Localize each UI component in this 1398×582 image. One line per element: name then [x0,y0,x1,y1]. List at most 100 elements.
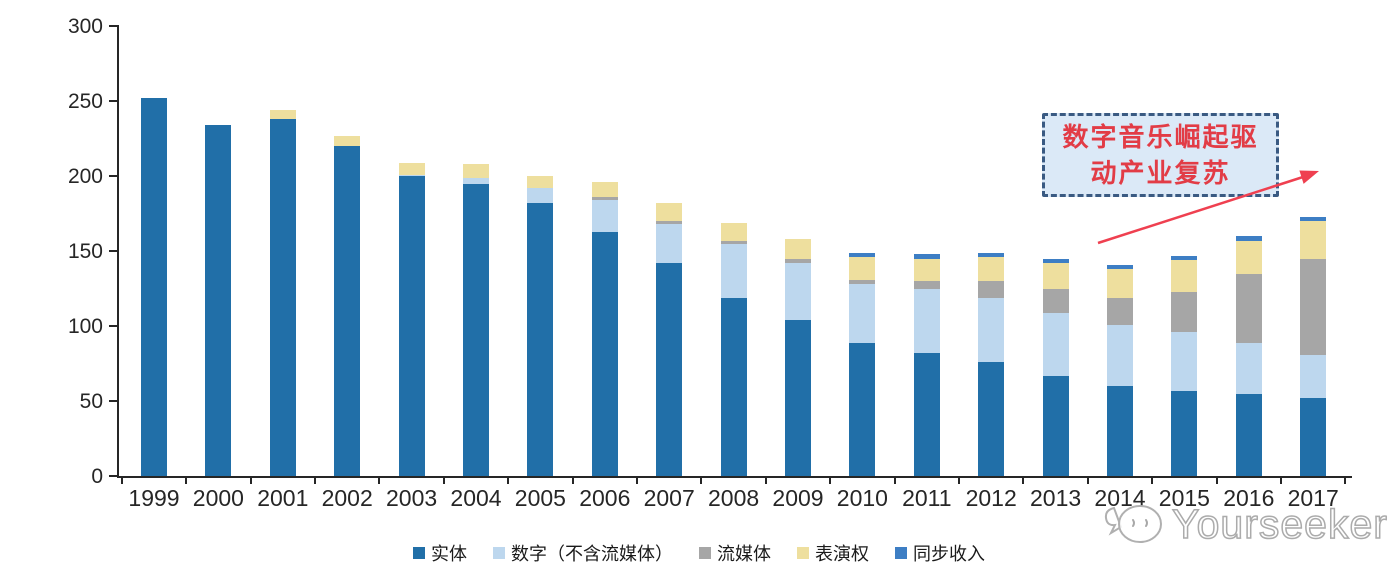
x-axis-tick [636,477,638,484]
bar-2015-segment-performance-rights [1171,260,1198,292]
legend-item-digital-excl-streaming: 数字（不含流媒体） [493,540,673,566]
bar-2007 [656,203,683,476]
bar-2015-segment-digital-excl-streaming [1171,332,1198,391]
bar-2003 [398,162,425,476]
x-axis-label-2008: 2008 [708,485,760,511]
y-axis-tick [109,250,117,252]
bar-2017-segment-streaming [1300,258,1327,355]
x-axis-tick [571,477,574,484]
bar-2013 [1042,258,1069,476]
bar-2005-segment-digital-excl-streaming [527,188,554,203]
x-axis-label-2001: 2001 [257,485,309,511]
x-axis-label-2017: 2017 [1287,485,1339,511]
bar-2012-segment-sync-revenue [978,252,1005,257]
bar-2017-segment-physical [1300,398,1327,476]
bar-2013-segment-physical [1042,375,1069,476]
bar-2011-segment-streaming [913,281,940,289]
bar-2008-segment-performance-rights [720,222,747,241]
x-axis-tick [764,477,767,484]
bar-2000-segment-physical [205,125,232,476]
bar-2008 [720,222,747,476]
annotation-callout: 数字音乐崛起驱 动产业复苏 [1042,113,1279,197]
bar-2010-segment-streaming [849,279,876,284]
y-axis-label-300: 300 [67,15,103,38]
bar-2009-segment-performance-rights [785,239,811,259]
watermark: Yourseeker [1100,498,1388,550]
bar-2011-segment-performance-rights [913,258,940,281]
legend-item-streaming: 流媒体 [699,540,771,566]
y-axis-label-0: 0 [91,465,103,488]
x-axis-line [117,476,1352,478]
x-axis-tick [249,477,252,484]
bar-2017-segment-sync-revenue [1300,216,1327,221]
x-axis-tick [507,477,510,484]
bar-2002-segment-physical [334,146,361,476]
bar-2006-segment-physical [591,231,618,476]
bar-2014 [1107,264,1133,476]
bar-2006 [591,182,618,476]
legend-swatch-streaming [699,547,711,559]
x-axis-label-2007: 2007 [643,485,695,511]
legend-item-sync-revenue: 同步收入 [895,540,985,566]
x-axis-label-2005: 2005 [514,485,566,511]
bar-2008-segment-physical [720,297,747,476]
bar-2001 [269,110,296,476]
bar-2009 [785,239,811,476]
watermark-text: Yourseeker [1171,500,1388,548]
bar-2010-segment-performance-rights [849,257,876,280]
x-axis-label-2003: 2003 [386,485,438,511]
bar-2015-segment-streaming [1171,291,1198,332]
bar-2017 [1300,216,1327,476]
x-axis-label-2015: 2015 [1158,485,1210,511]
bar-2013-segment-performance-rights [1042,263,1069,289]
x-axis-tick [185,477,188,484]
x-axis-label-2004: 2004 [450,485,502,511]
x-axis-tick [1022,477,1025,484]
bar-2016-segment-digital-excl-streaming [1235,342,1262,394]
bar-1999-segment-physical [141,98,167,476]
bar-2011-segment-digital-excl-streaming [913,288,940,353]
y-axis-tick [109,400,117,402]
x-axis-label-2013: 2013 [1030,485,1082,511]
bar-2014-segment-streaming [1107,297,1133,325]
x-axis-label-2016: 2016 [1223,485,1275,511]
x-axis-label-2012: 2012 [965,485,1017,511]
x-axis-tick [442,477,445,484]
bar-2017-segment-digital-excl-streaming [1300,354,1327,398]
y-axis-tick [109,100,117,102]
x-axis-tick [1086,477,1089,484]
bar-2016 [1235,236,1262,476]
x-axis-label-1999: 1999 [128,485,180,511]
legend-item-performance-rights: 表演权 [797,540,869,566]
y-axis-line [117,25,119,478]
y-axis-label-100: 100 [67,315,103,338]
bar-2014-segment-performance-rights [1107,269,1133,298]
bar-2007-segment-performance-rights [656,203,683,221]
bar-2017-segment-performance-rights [1300,221,1327,259]
y-axis-tick [109,25,117,27]
bar-2012-segment-digital-excl-streaming [978,297,1005,362]
legend-label-streaming: 流媒体 [717,544,771,564]
bar-2013-segment-digital-excl-streaming [1042,312,1069,376]
bar-2009-segment-digital-excl-streaming [785,263,811,320]
bar-2006-segment-performance-rights [591,182,618,197]
bar-2014-segment-physical [1107,386,1133,476]
bar-2005-segment-physical [527,203,554,476]
legend-label-digital-excl-streaming: 数字（不含流媒体） [511,544,673,564]
bar-2004-segment-performance-rights [463,164,489,178]
yourseeker-mascot-icon [1104,505,1162,543]
x-axis-tick [1151,477,1154,484]
bar-2002-segment-performance-rights [334,135,361,146]
x-axis-tick [1344,477,1347,484]
bar-2003-segment-performance-rights [398,162,425,175]
x-axis-tick [1215,477,1218,484]
x-axis-tick [893,477,896,484]
legend: 实体 数字（不含流媒体） 流媒体 表演权 同步收入 [0,540,1398,566]
bar-2007-segment-physical [656,263,683,476]
x-axis-tick [829,477,832,484]
bar-2010 [849,252,876,476]
legend-label-performance-rights: 表演权 [815,544,869,564]
x-axis-label-2010: 2010 [836,485,888,511]
y-axis-tick [109,175,117,177]
legend-label-physical: 实体 [431,544,467,564]
